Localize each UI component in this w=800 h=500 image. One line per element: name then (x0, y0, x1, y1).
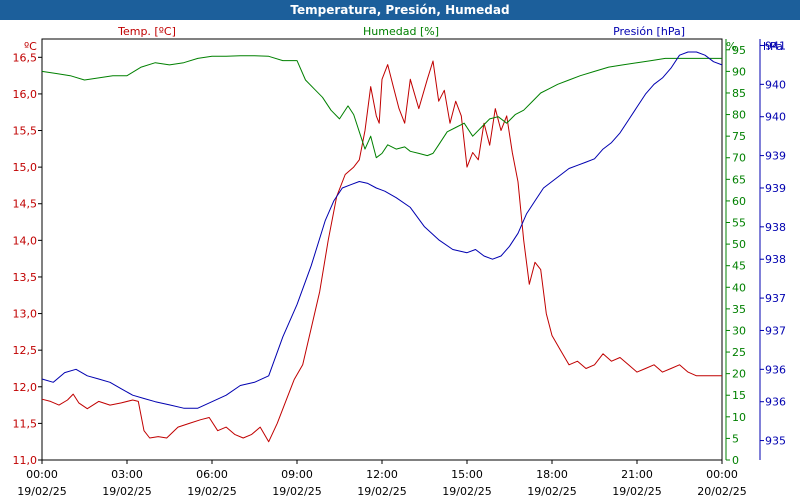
pressure-tick-label: 940 (765, 111, 786, 124)
x-tick-date: 20/02/25 (697, 485, 746, 498)
x-tick-date: 19/02/25 (612, 485, 661, 498)
humidity-tick-label: 35 (732, 303, 746, 316)
x-tick-date: 19/02/25 (357, 485, 406, 498)
x-tick-time: 03:00 (111, 468, 143, 481)
temp-tick-label: 15,0 (13, 161, 38, 174)
pressure-tick-label: 936 (765, 363, 786, 376)
x-tick-date: 19/02/25 (102, 485, 151, 498)
humidity-tick-label: 80 (732, 109, 746, 122)
humidity-tick-label: 30 (732, 324, 746, 337)
humidity-tick-label: 45 (732, 260, 746, 273)
x-tick-time: 06:00 (196, 468, 228, 481)
pressure-tick-label: 937 (765, 292, 786, 305)
humidity-axis-label: Humedad [%] (363, 25, 439, 38)
humidity-tick-label: 50 (732, 238, 746, 251)
temp-tick-label: 15,5 (13, 125, 38, 138)
x-tick-date: 19/02/25 (527, 485, 576, 498)
x-tick-date: 19/02/25 (187, 485, 236, 498)
x-tick-time: 12:00 (366, 468, 398, 481)
pressure-tick-label: 938 (765, 221, 786, 234)
humidity-tick-label: 5 (732, 432, 739, 445)
x-tick-time: 09:00 (281, 468, 313, 481)
pressure-line (41, 51, 723, 409)
humidity-tick-label: 40 (732, 281, 746, 294)
humidity-tick-label: 95 (732, 44, 746, 57)
pressure-axis-label: Presión [hPa] (613, 25, 685, 38)
pressure-tick-label: 935 (765, 435, 786, 448)
pressure-tick-label: 939 (765, 150, 786, 163)
temp-tick-label: 12,0 (13, 381, 38, 394)
humidity-tick-label: 75 (732, 130, 746, 143)
pressure-tick-label: 940 (765, 78, 786, 91)
temp-tick-label: 13,0 (13, 308, 38, 321)
humidity-tick-label: 20 (732, 368, 746, 381)
plot-area (41, 38, 723, 461)
humidity-unit-label: % (726, 40, 736, 53)
x-tick-date: 19/02/25 (442, 485, 491, 498)
temp-tick-label: 16,5 (13, 51, 38, 64)
temperature-line (41, 60, 722, 443)
x-tick-time: 00:00 (26, 468, 58, 481)
humidity-tick-label: 15 (732, 389, 746, 402)
x-tick-date: 19/02/25 (17, 485, 66, 498)
pressure-unit-label: hPa (763, 40, 783, 53)
pressure-tick-label: 938 (765, 253, 786, 266)
temp-tick-label: 16,0 (13, 88, 38, 101)
humidity-tick-label: 65 (732, 173, 746, 186)
temp-axis-label: Temp. [ºC] (117, 25, 176, 38)
x-tick-date: 19/02/25 (272, 485, 321, 498)
temp-tick-label: 12,5 (13, 344, 38, 357)
temp-tick-label: 14,5 (13, 198, 38, 211)
pressure-tick-label: 937 (765, 324, 786, 337)
x-tick-time: 21:00 (621, 468, 653, 481)
humidity-tick-label: 70 (732, 152, 746, 165)
humidity-tick-label: 10 (732, 411, 746, 424)
temp-tick-label: 11,5 (13, 417, 38, 430)
humidity-tick-label: 55 (732, 217, 746, 230)
humidity-tick-label: 60 (732, 195, 746, 208)
temp-tick-label: 14,0 (13, 234, 38, 247)
x-tick-time: 15:00 (451, 468, 483, 481)
chart-title: Temperatura, Presión, Humedad (0, 0, 800, 20)
pressure-tick-label: 941 (765, 39, 786, 52)
humidity-tick-label: 85 (732, 87, 746, 100)
humidity-line (41, 55, 722, 159)
humidity-tick-label: 0 (732, 454, 739, 467)
temp-unit-label: ºC (24, 40, 37, 53)
x-tick-time: 00:00 (706, 468, 738, 481)
temp-tick-label: 11,0 (13, 454, 38, 467)
humidity-tick-label: 25 (732, 346, 746, 359)
humidity-tick-label: 90 (732, 65, 746, 78)
pressure-tick-label: 939 (765, 182, 786, 195)
pressure-tick-label: 936 (765, 396, 786, 409)
temp-tick-label: 13,5 (13, 271, 38, 284)
x-tick-time: 18:00 (536, 468, 568, 481)
